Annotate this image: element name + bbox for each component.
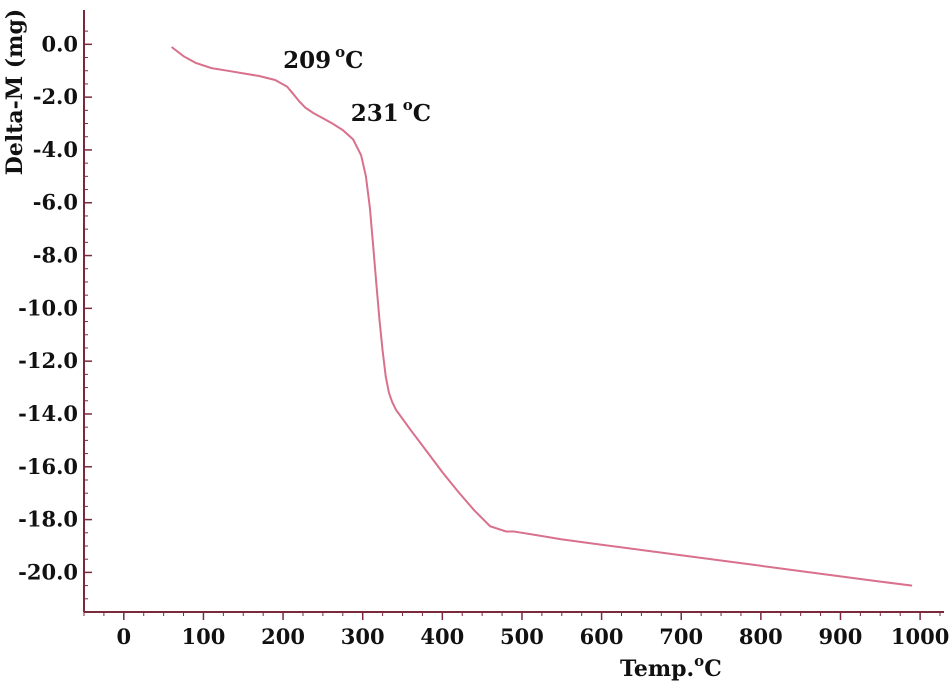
y-tick-label: -18.0 [18,507,78,532]
y-tick-label: -2.0 [33,84,78,109]
annotation-sup: o [403,96,413,114]
x-tick-label: 800 [739,624,783,649]
x-tick-label: 300 [341,624,385,649]
x-axis-ticks: 0 100 200 300 400 500 600 700 800 900 1000 [83,612,949,649]
x-axis-title-sup: o [694,652,704,670]
x-tick-label: 700 [659,624,703,649]
x-tick-label: 200 [261,624,305,649]
temperature-annotation: 209 oC [283,43,363,74]
annotation-value: 231 [351,100,399,127]
series-line [170,46,913,587]
y-axis-ticks: 0.0 -2.0 -4.0 -6.0 -8.0 -10.0 -12.0 -14.0 -16.0 -… [18,30,92,613]
y-tick-label: -4.0 [33,137,78,162]
y-tick-label: -6.0 [33,190,78,215]
annotation-unit: C [345,47,363,74]
y-tick-label: -20.0 [18,559,78,584]
y-tick-label: 0.0 [41,31,78,56]
x-tick-label: 500 [500,624,544,649]
y-tick-label: -14.0 [18,401,78,426]
x-axis-title-text: Temp. [620,656,694,682]
y-tick-label: -10.0 [18,295,78,320]
y-axis-title: Delta-M (mg) [2,9,28,175]
x-axis-title-unit: C [704,656,722,682]
x-axis-title: Temp.oC [620,652,722,682]
x-tick-label: 600 [580,624,624,649]
annotation-sup: o [335,43,345,61]
y-tick-label: -12.0 [18,348,78,373]
annotation-value: 209 [283,47,331,74]
temperature-annotation: 231 oC [351,96,431,127]
annotation-unit: C [413,100,431,127]
x-tick-label: 400 [420,624,464,649]
x-tick-label: 900 [819,624,863,649]
x-tick-label: 1000 [891,624,949,649]
x-tick-label: 0 [117,624,132,649]
y-tick-label: -8.0 [33,243,78,268]
y-tick-label: -16.0 [18,454,78,479]
x-tick-label: 100 [182,624,226,649]
axes [83,10,944,613]
